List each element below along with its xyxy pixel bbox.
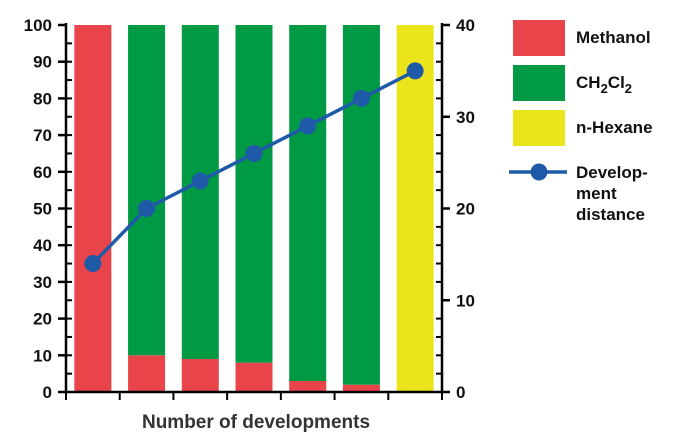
y-tick-label-20: 20 bbox=[33, 310, 52, 329]
development-distance-point-6 bbox=[352, 89, 370, 107]
bar-ch2cl2-3 bbox=[181, 25, 219, 359]
legend-swatch-1 bbox=[513, 20, 565, 56]
development-distance-point-1 bbox=[84, 255, 102, 273]
development-distance-point-2 bbox=[138, 200, 156, 217]
development-distance-point-3 bbox=[191, 172, 209, 190]
legend: Methanol CH2Cl2 n-Hexane Develop-ment distan… bbox=[509, 20, 653, 224]
bar-methanol-1 bbox=[74, 25, 112, 392]
legend-label-2: CH2Cl2 bbox=[576, 73, 632, 96]
bar-n-hexane-7 bbox=[396, 25, 434, 392]
line-series-group bbox=[84, 62, 424, 273]
y2-tick-label-30: 30 bbox=[456, 108, 475, 127]
bar-methanol-6 bbox=[342, 384, 380, 392]
development-distance-point-5 bbox=[299, 117, 317, 135]
y-tick-label-0: 0 bbox=[43, 383, 52, 402]
bar-ch2cl2-2 bbox=[128, 25, 166, 356]
x-axis-label: Number of developments bbox=[142, 412, 370, 433]
bar-ch2cl2-6 bbox=[342, 25, 380, 385]
bar-methanol-2 bbox=[128, 355, 166, 392]
legend-label-1: Methanol bbox=[576, 28, 651, 47]
legend-line-marker bbox=[530, 163, 548, 181]
y-tick-label-10: 10 bbox=[33, 346, 52, 365]
y2-tick-label-40: 40 bbox=[456, 16, 475, 35]
y-tick-label-40: 40 bbox=[33, 236, 52, 255]
y-tick-label-100: 100 bbox=[24, 16, 52, 35]
bars-group bbox=[74, 25, 434, 392]
y2-tick-label-10: 10 bbox=[456, 291, 475, 310]
legend-swatch-2 bbox=[513, 65, 565, 101]
bar-ch2cl2-5 bbox=[289, 25, 327, 381]
y2-tick-label-20: 20 bbox=[456, 200, 475, 219]
axes-group: 0 10 20 30 40 50 60 70 80 90 100 0 10 20 30 40 bbox=[24, 16, 475, 402]
bar-ch2cl2-4 bbox=[235, 25, 273, 363]
legend-swatch-3 bbox=[513, 110, 565, 146]
y-tick-label-70: 70 bbox=[33, 126, 52, 145]
bar-methanol-5 bbox=[289, 380, 327, 392]
y-tick-label-60: 60 bbox=[33, 163, 52, 182]
bar-methanol-4 bbox=[235, 362, 273, 392]
y-tick-label-90: 90 bbox=[33, 53, 52, 72]
legend-line-label-3: distance bbox=[576, 205, 645, 224]
legend-line-label-2: ment bbox=[576, 184, 617, 203]
y2-tick-label-0: 0 bbox=[456, 383, 465, 402]
bar-methanol-3 bbox=[181, 358, 219, 392]
y-tick-label-80: 80 bbox=[33, 89, 52, 108]
legend-line-label-1: Develop- bbox=[576, 163, 648, 182]
y-tick-label-50: 50 bbox=[33, 200, 52, 219]
development-distance-point-7 bbox=[406, 62, 424, 80]
y-tick-label-30: 30 bbox=[33, 273, 52, 292]
development-distance-point-4 bbox=[245, 144, 263, 162]
legend-label-3: n-Hexane bbox=[576, 118, 653, 137]
